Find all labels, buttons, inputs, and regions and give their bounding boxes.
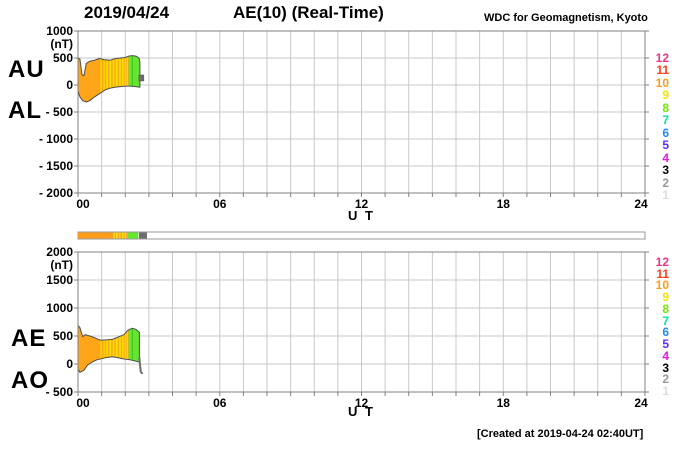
label-ae: AE <box>11 325 47 352</box>
x-tick-label: 18 <box>496 396 510 410</box>
station-number: 12 <box>655 51 669 65</box>
station-number: 6 <box>662 125 669 140</box>
station-number: 2 <box>662 372 669 387</box>
station-number: 11 <box>656 63 669 78</box>
y-tick-label: 0 <box>66 357 73 371</box>
y-tick-label: 0 <box>66 78 73 92</box>
x-tick-label: 06 <box>213 396 227 410</box>
y-tick-label: 2000 <box>46 245 73 259</box>
station-number: 1 <box>662 187 669 202</box>
y-tick-label: 500 <box>52 51 73 65</box>
x-tick-label: 00 <box>76 197 90 211</box>
station-number: 9 <box>662 88 669 103</box>
station-number: 10 <box>655 75 669 90</box>
x-tick-label: 24 <box>634 396 648 410</box>
y-tick-label: - 500 <box>45 385 73 399</box>
plot-date: 2019/04/24 <box>84 3 170 22</box>
created-timestamp: [Created at 2019-04-24 02:40UT] <box>477 428 644 440</box>
station-number: 5 <box>662 337 669 352</box>
station-number: 3 <box>662 360 669 375</box>
station-number: 8 <box>662 301 669 316</box>
station-number: 4 <box>662 348 669 363</box>
station-number: 7 <box>662 313 669 328</box>
y-tick-label: - 500 <box>45 105 73 119</box>
unit-label-top: (nT) <box>50 37 73 51</box>
y-tick-label: - 1500 <box>38 159 73 173</box>
y-tick-label: - 2000 <box>38 186 73 200</box>
station-number: 9 <box>662 290 669 305</box>
xaxis-title-top: U T <box>348 208 375 223</box>
station-number: 3 <box>662 163 669 178</box>
x-tick-label: 06 <box>213 197 227 211</box>
x-tick-label: 12 <box>354 197 369 211</box>
station-number: 7 <box>662 113 669 128</box>
y-tick-label: - 1000 <box>38 132 73 146</box>
station-number: 11 <box>656 266 669 281</box>
station-number: 4 <box>662 150 669 165</box>
unit-label-bottom: (nT) <box>50 258 73 272</box>
station-number: 12 <box>655 255 669 269</box>
x-tick-label: 00 <box>76 396 90 410</box>
y-tick-label: 1000 <box>46 301 73 315</box>
wdc-credit: WDC for Geomagnetism, Kyoto <box>484 12 648 24</box>
y-tick-label: 500 <box>52 329 73 343</box>
station-number: 5 <box>662 138 669 153</box>
station-number: 2 <box>662 175 669 190</box>
station-number: 8 <box>662 100 669 115</box>
station-number: 10 <box>655 278 669 293</box>
station-number: 1 <box>662 384 669 399</box>
page-title: AE(10) (Real-Time) <box>233 3 384 22</box>
x-tick-label: 18 <box>496 197 510 211</box>
xaxis-title-bottom: U T <box>348 404 375 419</box>
label-al: AL <box>8 97 42 124</box>
label-au: AU <box>8 56 45 83</box>
y-tick-label: 1500 <box>46 273 73 287</box>
x-tick-label: 24 <box>634 197 648 211</box>
label-ao: AO <box>11 367 49 394</box>
y-tick-label: 1000 <box>46 24 73 38</box>
x-tick-label: 12 <box>354 396 369 410</box>
station-number: 6 <box>662 325 669 340</box>
